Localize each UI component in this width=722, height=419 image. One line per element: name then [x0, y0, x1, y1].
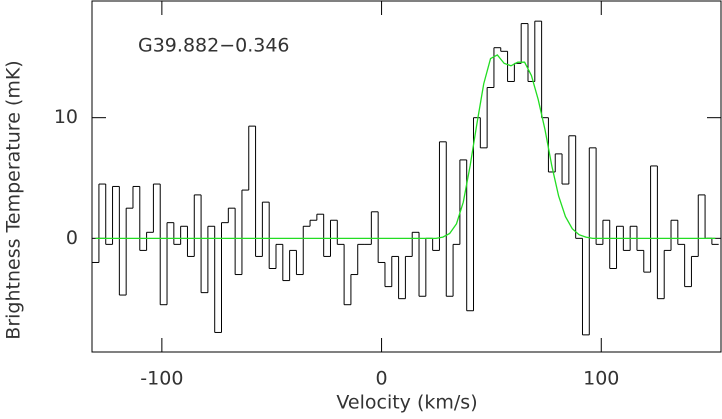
y-tick-label: 0 — [66, 227, 78, 249]
x-tick-label: -100 — [140, 368, 183, 390]
y-axis-label: Brightness Temperature (mK) — [3, 60, 25, 339]
x-tick-label: 100 — [583, 368, 619, 390]
annotation: G39.882−0.346 — [138, 35, 290, 57]
x-axis-label: Velocity (km/s) — [336, 392, 477, 414]
x-tick-label: 0 — [376, 368, 388, 390]
plot-frame — [91, 0, 722, 353]
fit-line — [95, 54, 716, 239]
y-tick-label: 10 — [54, 106, 78, 128]
